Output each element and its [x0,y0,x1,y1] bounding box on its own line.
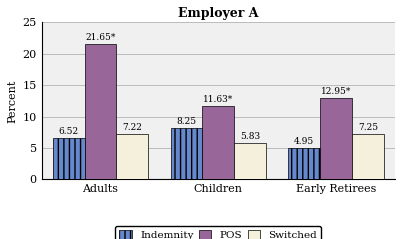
Bar [234,143,265,179]
Y-axis label: Percent: Percent [7,79,17,123]
Text: 7.25: 7.25 [357,123,377,132]
Title: Employer A: Employer A [178,7,258,20]
Text: 4.95: 4.95 [294,137,314,146]
Bar [116,134,148,179]
Text: 6.52: 6.52 [59,127,79,136]
Bar [53,138,84,179]
Bar [351,134,383,179]
Text: 12.95*: 12.95* [320,87,350,96]
Bar [170,128,202,179]
Text: 7.22: 7.22 [122,123,142,132]
Text: 8.25: 8.25 [176,117,196,126]
Bar [288,148,320,179]
Text: 5.83: 5.83 [239,132,259,141]
Text: 21.65*: 21.65* [85,33,115,42]
Bar [320,98,351,179]
Legend: Indemnity, POS, Switched: Indemnity, POS, Switched [115,226,320,239]
Bar [202,106,234,179]
Bar [84,43,116,179]
Text: 11.63*: 11.63* [203,95,233,104]
